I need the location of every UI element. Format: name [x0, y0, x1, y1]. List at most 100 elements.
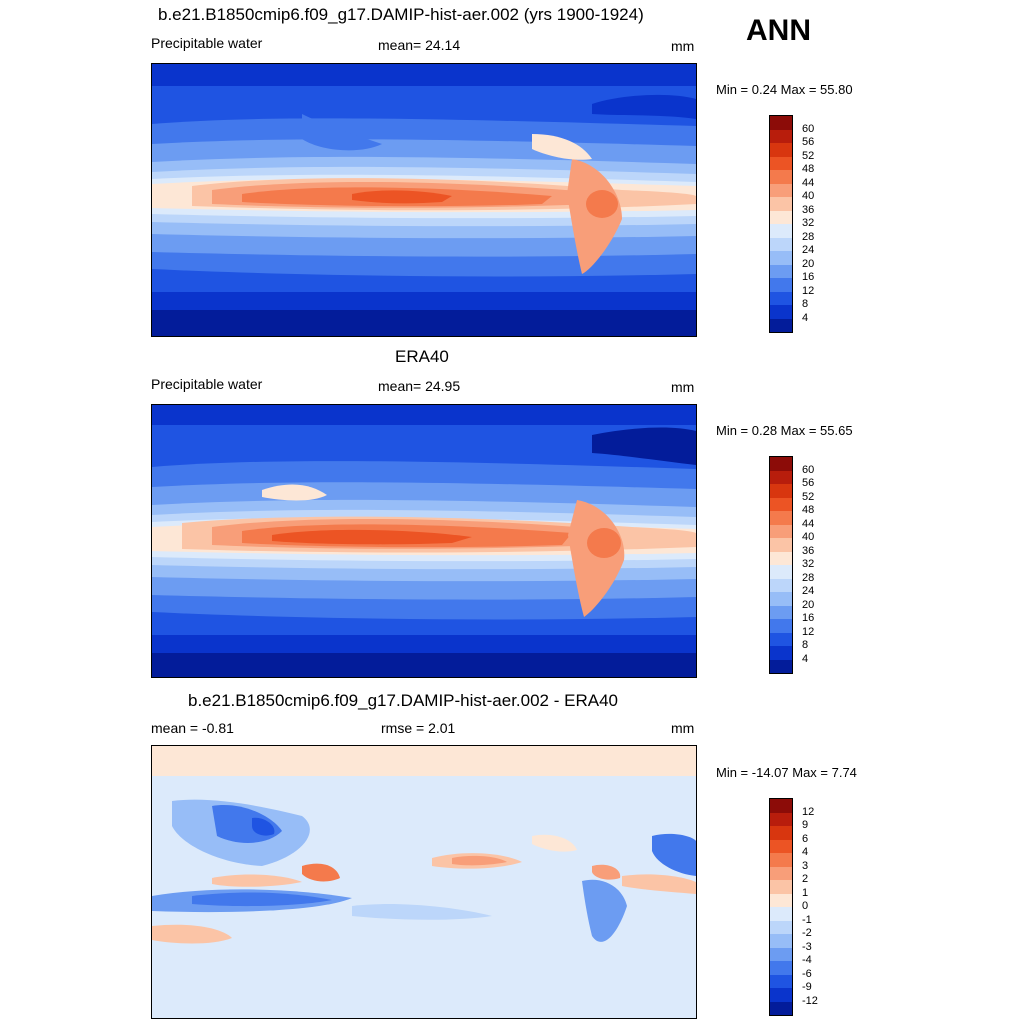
panel3-colorbar-tick: 2 — [802, 873, 809, 885]
panel2-colorbar-tick: 32 — [802, 558, 815, 570]
panel3-map — [151, 745, 697, 1019]
panel2-contour-field — [152, 405, 696, 677]
panel1-colorbar-tick: 12 — [802, 285, 815, 297]
panel2-colorbar-tick: 12 — [802, 626, 815, 638]
panel1-colorbar-swatch — [770, 210, 792, 224]
panel1-colorbar-swatch — [770, 116, 792, 130]
panel1-colorbar-swatch — [770, 224, 792, 238]
panel1-colorbar-tick: 48 — [802, 163, 815, 175]
panel2-colorbar-tick: 24 — [802, 585, 815, 597]
panel1-colorbar-tick: 56 — [802, 136, 815, 148]
panel2-colorbar-swatch — [770, 619, 792, 633]
panel1-colorbar-swatch — [770, 197, 792, 211]
panel2-map — [151, 404, 697, 678]
panel1-colorbar-tick: 16 — [802, 271, 815, 283]
panel3-minmax-label: Min = -14.07 Max = 7.74 — [716, 765, 857, 780]
panel2-units-label: mm — [671, 379, 695, 395]
panel2-colorbar-swatch — [770, 484, 792, 498]
panel2-colorbar — [769, 456, 793, 674]
panel3-colorbar-swatch — [770, 961, 792, 975]
panel1-colorbar-swatch — [770, 318, 792, 332]
panel2-colorbar-tick: 16 — [802, 612, 815, 624]
panel2-colorbar-tick: 4 — [802, 653, 809, 665]
season-label: ANN — [746, 14, 811, 47]
panel2-colorbar-swatch — [770, 470, 792, 484]
panel2-colorbar-swatch — [770, 497, 792, 511]
panel3-colorbar-tick: 9 — [802, 819, 809, 831]
panel2-colorbar-tick: 48 — [802, 504, 815, 516]
panel2-colorbar-swatch — [770, 457, 792, 471]
panel3-colorbar-tick: 12 — [802, 806, 815, 818]
panel2-colorbar-swatch — [770, 646, 792, 660]
panel2-colorbar-tick: 60 — [802, 464, 815, 476]
panel1-units-label: mm — [671, 38, 695, 54]
panel3-colorbar-tick: 1 — [802, 887, 809, 899]
panel1-colorbar-swatch — [770, 305, 792, 319]
panel3-colorbar-swatch — [770, 1001, 792, 1015]
panel3-colorbar-swatch — [770, 866, 792, 880]
panel3-colorbar-tick: 3 — [802, 860, 809, 872]
panel2-colorbar-swatch — [770, 538, 792, 552]
panel3-colorbar-swatch — [770, 839, 792, 853]
panel1-contour-field — [152, 64, 696, 336]
panel2-colorbar-tick: 44 — [802, 518, 815, 530]
panel1-colorbar-tick: 60 — [802, 123, 815, 135]
panel3-colorbar-tick: -1 — [802, 914, 812, 926]
panel3-colorbar-swatch — [770, 893, 792, 907]
panel3-colorbar-swatch — [770, 853, 792, 867]
panel3-colorbar-tick: -9 — [802, 981, 812, 993]
panel1-colorbar-swatch — [770, 183, 792, 197]
panel1-minmax-label: Min = 0.24 Max = 55.80 — [716, 82, 853, 97]
panel3-colorbar-tick: -2 — [802, 927, 812, 939]
panel1-colorbar-swatch — [770, 291, 792, 305]
panel3-colorbar-tick: -4 — [802, 954, 812, 966]
panel3-colorbar-tick: 0 — [802, 900, 809, 912]
panel2-colorbar-swatch — [770, 605, 792, 619]
panel2-colorbar-tick: 8 — [802, 639, 809, 651]
panel2-colorbar-swatch — [770, 511, 792, 525]
panel2-colorbar-swatch — [770, 524, 792, 538]
panel2-colorbar-tick: 36 — [802, 545, 815, 557]
panel3-mean-label: mean = -0.81 — [151, 720, 234, 736]
panel1-title: b.e21.B1850cmip6.f09_g17.DAMIP-hist-aer.… — [158, 5, 644, 24]
panel3-title: b.e21.B1850cmip6.f09_g17.DAMIP-hist-aer.… — [188, 691, 618, 710]
panel2-variable-label: Precipitable water — [151, 376, 263, 392]
panel3-rmse-label: rmse = 2.01 — [381, 720, 456, 736]
panel1-colorbar-swatch — [770, 251, 792, 265]
panel2-colorbar-swatch — [770, 551, 792, 565]
panel2-colorbar-swatch — [770, 632, 792, 646]
panel1-mean-label: mean= 24.14 — [378, 37, 461, 53]
panel3-colorbar-swatch — [770, 920, 792, 934]
panel2-colorbar-swatch — [770, 565, 792, 579]
panel3-colorbar-tick: -12 — [802, 995, 818, 1007]
panel3-colorbar-swatch — [770, 826, 792, 840]
panel3-colorbar — [769, 798, 793, 1016]
panel1-colorbar-tick: 8 — [802, 298, 809, 310]
panel2-colorbar-tick: 20 — [802, 599, 815, 611]
panel2-colorbar-tick: 28 — [802, 572, 815, 584]
panel2-colorbar-swatch — [770, 578, 792, 592]
panel1-colorbar-tick: 36 — [802, 204, 815, 216]
panel1-colorbar — [769, 115, 793, 333]
panel1-colorbar-swatch — [770, 237, 792, 251]
panel1-colorbar-tick: 20 — [802, 258, 815, 270]
panel1-colorbar-tick: 40 — [802, 190, 815, 202]
panel1-colorbar-tick: 4 — [802, 312, 809, 324]
panel2-minmax-label: Min = 0.28 Max = 55.65 — [716, 423, 853, 438]
panel3-colorbar-tick: 4 — [802, 846, 809, 858]
panel1-colorbar-swatch — [770, 129, 792, 143]
panel2-colorbar-swatch — [770, 659, 792, 673]
panel1-variable-label: Precipitable water — [151, 35, 263, 51]
panel3-contour-field — [152, 746, 696, 1018]
panel3-colorbar-swatch — [770, 988, 792, 1002]
panel2-colorbar-tick: 40 — [802, 531, 815, 543]
panel3-colorbar-swatch — [770, 934, 792, 948]
panel2-colorbar-swatch — [770, 592, 792, 606]
panel1-colorbar-tick: 32 — [802, 217, 815, 229]
panel1-colorbar-tick: 44 — [802, 177, 815, 189]
panel1-colorbar-tick: 28 — [802, 231, 815, 243]
panel3-colorbar-swatch — [770, 880, 792, 894]
panel3-colorbar-tick: -6 — [802, 968, 812, 980]
panel3-units-label: mm — [671, 720, 695, 736]
panel3-colorbar-tick: 6 — [802, 833, 809, 845]
